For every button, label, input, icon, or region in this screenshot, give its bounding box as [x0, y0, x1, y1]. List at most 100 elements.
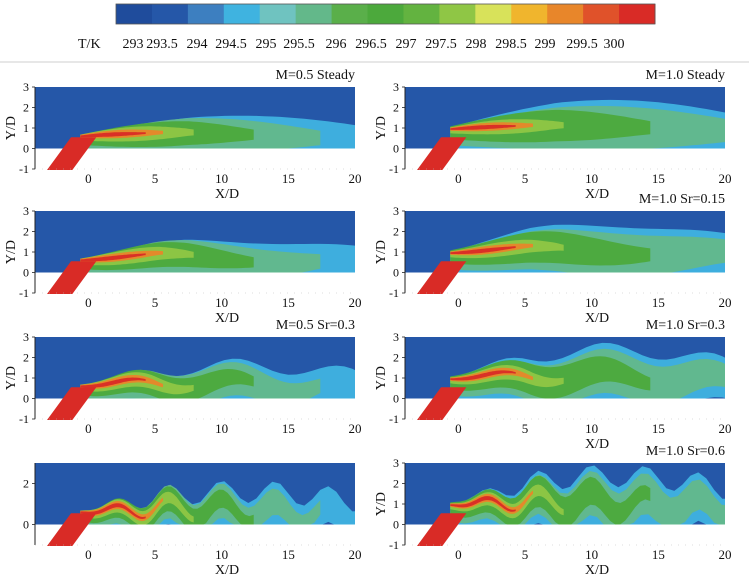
y-tick-label: -1	[19, 412, 29, 426]
colorbar-segment	[151, 4, 189, 24]
y-tick-label: 0	[23, 142, 29, 156]
colorbar: T/K 293 293.5 294 294.5 295 295.5 296 296.5 297 29…	[78, 3, 656, 52]
y-tick-label: 1	[393, 121, 399, 135]
y-tick-label: 1	[23, 371, 29, 385]
x-axis-label: X/D	[585, 437, 609, 452]
coolant-hole	[47, 513, 97, 547]
panel-title: M=0.5 Sr=0.3	[276, 318, 355, 333]
colorbar-segment	[511, 4, 548, 24]
x-tick-label: 15	[652, 547, 665, 562]
x-tick-label: 0	[455, 295, 462, 310]
x-tick-label: 0	[85, 171, 92, 186]
y-tick-label: 0	[393, 142, 399, 156]
colorbar-segment	[619, 4, 656, 24]
x-tick-label: 0	[455, 547, 462, 562]
colorbar-frame	[115, 3, 656, 25]
coolant-hole	[417, 513, 467, 547]
y-tick-label: -1	[389, 538, 399, 552]
x-tick-label: 0	[455, 171, 462, 186]
contour-panel: -1 0 1 2 3 0 5 10 15 20 X/D Y/D M=1.0 Sr=0.15	[374, 192, 732, 326]
y-tick-label: 3	[393, 204, 399, 218]
plume-band	[80, 503, 146, 519]
colorbar-tick-label: 296.5	[355, 37, 387, 52]
y-tick-label: 3	[23, 204, 29, 218]
x-tick-label: 10	[215, 171, 228, 186]
colorbar-segment	[295, 4, 333, 24]
contour-panel: -1 0 1 2 3 0 5 10 15 20 Y/D M=0.5 Sr=0.3	[4, 318, 362, 436]
y-tick-label: 2	[393, 101, 399, 115]
contour-panel: -1 0 1 2 3 0 5 10 15 20 X/D Y/D M=0.5 Steady	[4, 68, 362, 202]
y-tick-label: 2	[23, 477, 29, 491]
colorbar-tick-label: 294	[187, 37, 208, 52]
colorbar-tick-label: 293.5	[146, 37, 178, 52]
colorbar-segment	[367, 4, 404, 24]
colorbar-tick-label: 300	[604, 37, 625, 52]
x-tick-label: 20	[349, 295, 362, 310]
x-tick-label: 20	[719, 421, 732, 436]
x-tick-label: 10	[585, 295, 598, 310]
x-tick-label: 20	[349, 421, 362, 436]
y-tick-label: 0	[393, 392, 399, 406]
x-axis-label: X/D	[585, 311, 609, 326]
plume-band	[80, 377, 146, 388]
temperature-field	[35, 337, 355, 399]
y-axis-label: Y/D	[374, 116, 389, 140]
y-tick-label: 2	[23, 351, 29, 365]
y-tick-label: 0	[23, 266, 29, 280]
x-axis-label: X/D	[215, 563, 239, 578]
x-axis-label: X/D	[215, 311, 239, 326]
plume-band	[450, 370, 516, 381]
colorbar-label: T/K	[78, 37, 101, 52]
x-tick-label: 20	[719, 547, 732, 562]
x-tick-label: 20	[719, 295, 732, 310]
contour-panel: -1 0 1 2 3 0 5 10 15 20 X/D Y/D M=1.0 Sr=0.3	[374, 318, 732, 452]
coolant-hole	[417, 137, 467, 171]
x-tick-label: 0	[85, 547, 92, 562]
x-tick-label: 0	[85, 421, 92, 436]
colorbar-tick-label: 295.5	[283, 37, 315, 52]
y-axis-label: Y/D	[374, 240, 389, 264]
x-tick-label: 20	[719, 171, 732, 186]
plume-band	[450, 124, 516, 130]
y-tick-label: -1	[19, 162, 29, 176]
y-tick-label: 1	[393, 497, 399, 511]
y-tick-label: -1	[19, 286, 29, 300]
colorbar-segment	[259, 4, 297, 24]
x-tick-label: 5	[522, 547, 529, 562]
y-axis-label: Y/D	[4, 240, 19, 264]
x-tick-label: 5	[522, 295, 529, 310]
y-tick-label: 3	[393, 330, 399, 344]
y-axis-label: Y/D	[374, 366, 389, 390]
plume-band	[450, 496, 516, 512]
plume-band	[80, 372, 194, 395]
y-tick-label: 0	[393, 518, 399, 532]
x-tick-label: 10	[215, 295, 228, 310]
colorbar-segment	[439, 4, 476, 24]
plume-band	[80, 491, 194, 525]
colorbar-segment	[403, 4, 440, 24]
plume-band	[450, 484, 564, 519]
x-tick-label: 10	[585, 421, 598, 436]
temperature-field	[405, 463, 725, 525]
coolant-hole	[417, 261, 467, 295]
y-tick-label: -1	[389, 412, 399, 426]
colorbar-tick-label: 299	[535, 37, 556, 52]
x-tick-label: 5	[522, 421, 529, 436]
x-axis-label: X/D	[585, 187, 609, 202]
temperature-field	[35, 211, 355, 273]
x-tick-label: 15	[282, 295, 295, 310]
contour-panel: 020 5 10 15 20X/D	[23, 463, 362, 578]
coolant-hole	[47, 261, 97, 295]
x-axis-label: X/D	[585, 563, 609, 578]
colorbar-tick-label: 297.5	[425, 37, 457, 52]
panel-title: M=1.0 Sr=0.3	[646, 318, 725, 333]
y-tick-label: 1	[393, 371, 399, 385]
coolant-hole	[47, 137, 97, 171]
x-tick-label: 20	[349, 547, 362, 562]
y-tick-label: 1	[23, 121, 29, 135]
y-tick-label: -1	[389, 162, 399, 176]
plume-band	[80, 486, 254, 525]
colorbar-tick-label: 295	[256, 37, 277, 52]
y-tick-label: 3	[393, 456, 399, 470]
